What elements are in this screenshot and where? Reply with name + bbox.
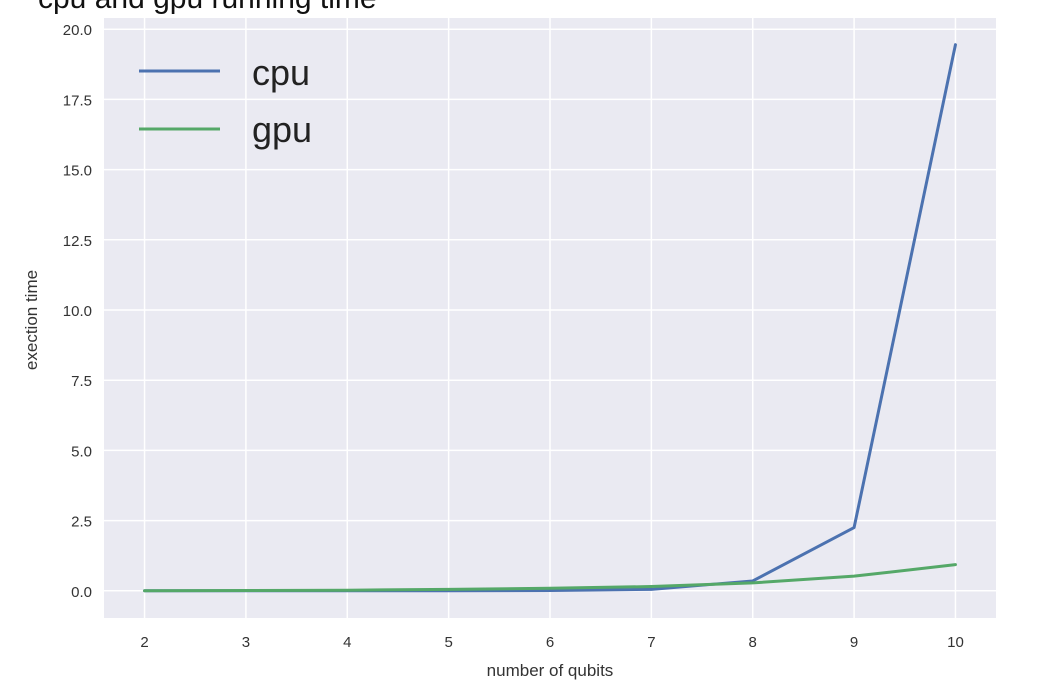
y-tick-label: 7.5 xyxy=(71,373,92,390)
x-tick-label: 5 xyxy=(444,634,452,651)
x-tick-label: 2 xyxy=(140,634,148,651)
x-tick-label: 6 xyxy=(546,634,554,651)
y-tick-label: 12.5 xyxy=(63,233,92,250)
series-lines xyxy=(143,43,957,593)
y-tick-label: 17.5 xyxy=(63,92,92,109)
x-tick-label: 3 xyxy=(242,634,250,651)
y-tick-label: 2.5 xyxy=(71,514,92,531)
cut-off-title-text: cpu and gpu running time xyxy=(38,0,377,15)
y-tick-label: 20.0 xyxy=(63,22,92,39)
y-tick-label: 15.0 xyxy=(63,163,92,180)
legend-label-cpu: cpu xyxy=(252,52,310,93)
y-tick-label: 10.0 xyxy=(63,303,92,320)
x-axis-label: number of qubits xyxy=(487,661,614,680)
x-tick-label: 10 xyxy=(947,634,964,651)
y-tick-label: 5.0 xyxy=(71,443,92,460)
legend-label-gpu: gpu xyxy=(252,109,312,150)
gpu-series-line xyxy=(143,563,957,593)
tick-labels: 2 3 4 5 6 7 8 9 10 0.0 2.5 5.0 7.5 10.0 12.5 15.0 17.5 20… xyxy=(63,22,964,651)
y-tick-label: 0.0 xyxy=(71,584,92,601)
y-axis-label: exection time xyxy=(22,270,41,370)
x-tick-label: 8 xyxy=(749,634,757,651)
x-tick-label: 4 xyxy=(343,634,351,651)
legend: cpu gpu xyxy=(139,52,312,150)
x-tick-label: 7 xyxy=(647,634,655,651)
x-tick-label: 9 xyxy=(850,634,858,651)
